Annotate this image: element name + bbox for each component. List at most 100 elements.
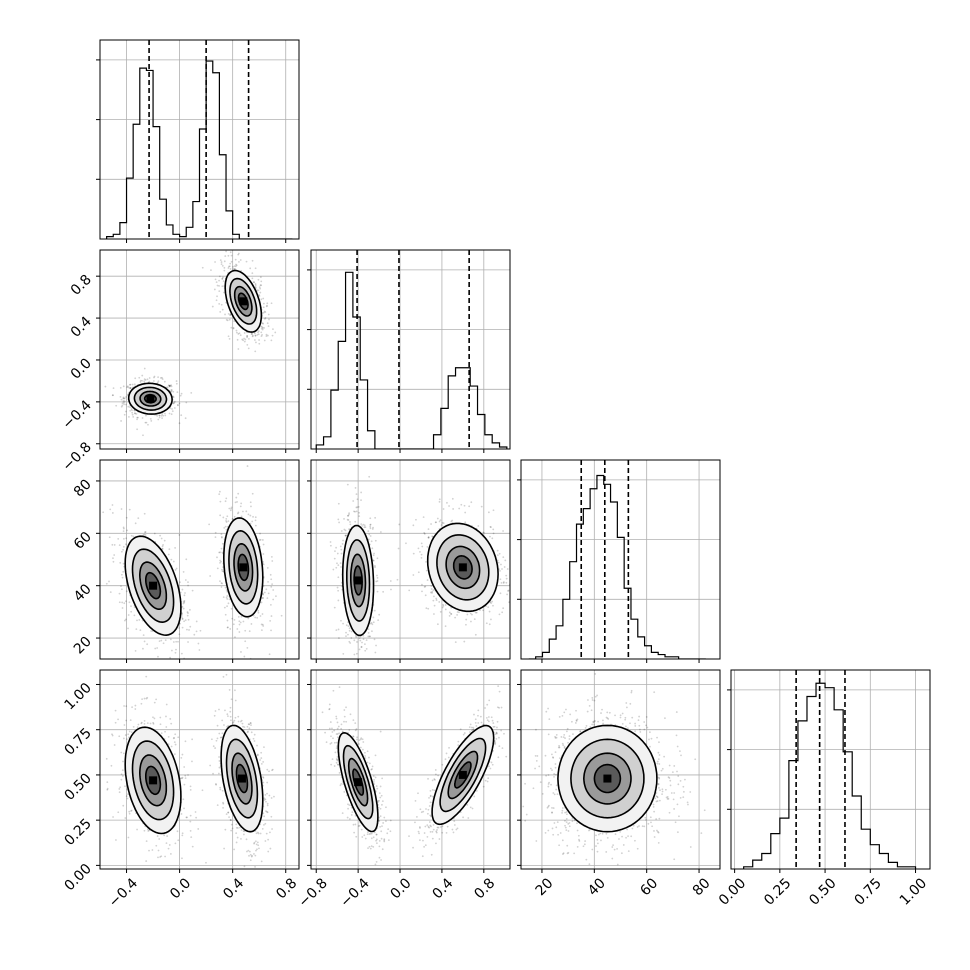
sample-point bbox=[266, 781, 269, 784]
scatter-panel-0-3 bbox=[100, 670, 299, 869]
sample-point bbox=[118, 601, 121, 604]
sample-point bbox=[131, 409, 133, 412]
sample-point bbox=[262, 812, 265, 815]
sample-point bbox=[230, 819, 232, 821]
sample-point bbox=[143, 829, 146, 832]
sample-point bbox=[119, 561, 122, 564]
sample-point bbox=[231, 617, 234, 620]
sample-point bbox=[263, 591, 266, 594]
sample-point bbox=[130, 534, 133, 537]
sample-point bbox=[218, 732, 221, 735]
sample-point bbox=[230, 829, 233, 832]
sample-point bbox=[143, 719, 146, 722]
sample-point bbox=[187, 641, 189, 643]
sample-point bbox=[167, 743, 170, 746]
sample-point bbox=[228, 689, 231, 691]
sample-point bbox=[230, 698, 233, 701]
sample-point bbox=[225, 318, 228, 321]
sample-point bbox=[179, 581, 181, 584]
sample-point bbox=[216, 567, 219, 570]
sample-point bbox=[180, 652, 183, 655]
sample-point bbox=[346, 483, 349, 486]
sample-point bbox=[261, 539, 264, 541]
sample-point bbox=[228, 816, 230, 819]
sample-point bbox=[209, 575, 212, 577]
sample-point bbox=[160, 537, 163, 540]
sample-point bbox=[161, 417, 163, 420]
sample-point bbox=[178, 402, 181, 405]
sample-point bbox=[224, 500, 227, 503]
sample-point bbox=[174, 651, 177, 654]
sample-point bbox=[172, 396, 175, 399]
sample-point bbox=[134, 522, 137, 525]
sample-point bbox=[139, 379, 142, 382]
sample-point bbox=[199, 629, 202, 632]
sample-point bbox=[254, 267, 257, 270]
sample-point bbox=[257, 278, 260, 281]
sample-point bbox=[173, 401, 176, 404]
sample-point bbox=[373, 638, 376, 641]
sample-point bbox=[146, 696, 149, 699]
sample-point bbox=[334, 550, 336, 553]
sample-point bbox=[108, 536, 111, 539]
sample-point bbox=[125, 705, 128, 708]
contour-line bbox=[143, 393, 157, 404]
sample-point bbox=[184, 579, 187, 581]
sample-point bbox=[146, 643, 149, 646]
sample-point bbox=[122, 570, 125, 573]
sample-point bbox=[232, 266, 234, 268]
sample-point bbox=[199, 679, 201, 681]
sample-point bbox=[111, 512, 114, 514]
sample-point bbox=[230, 254, 233, 257]
sample-point bbox=[106, 781, 109, 784]
sample-point bbox=[271, 768, 274, 771]
sample-point bbox=[248, 850, 251, 853]
sample-point bbox=[217, 772, 220, 775]
sample-point bbox=[227, 312, 230, 315]
sample-point bbox=[246, 646, 249, 649]
sample-point bbox=[254, 339, 256, 341]
scatter-panel-0-2 bbox=[97, 460, 299, 681]
sample-point bbox=[172, 395, 175, 398]
sample-point bbox=[229, 313, 232, 316]
sample-point bbox=[158, 838, 161, 840]
sample-point bbox=[205, 861, 207, 864]
sample-point bbox=[238, 623, 241, 626]
sample-point bbox=[213, 714, 216, 717]
sample-point bbox=[164, 855, 166, 858]
sample-point bbox=[256, 744, 258, 747]
density-peak bbox=[149, 581, 158, 590]
sample-point bbox=[220, 586, 223, 588]
sample-point bbox=[230, 260, 233, 263]
sample-point bbox=[171, 410, 174, 413]
sample-point bbox=[343, 528, 346, 531]
sample-point bbox=[256, 616, 259, 619]
sample-point bbox=[187, 612, 189, 615]
sample-point bbox=[220, 533, 223, 536]
sample-point bbox=[230, 507, 233, 510]
contour-line bbox=[220, 724, 264, 833]
sample-point bbox=[224, 313, 226, 316]
sample-point bbox=[239, 259, 242, 261]
contour-line bbox=[222, 517, 264, 618]
sample-point bbox=[221, 542, 224, 545]
sample-point bbox=[220, 547, 223, 550]
sample-point bbox=[165, 715, 167, 718]
sample-point bbox=[182, 602, 185, 605]
sample-point bbox=[180, 756, 183, 759]
sample-point bbox=[257, 832, 260, 835]
sample-point bbox=[262, 297, 265, 300]
sample-point bbox=[134, 650, 137, 652]
sample-point bbox=[216, 295, 218, 298]
contour-line bbox=[138, 561, 168, 611]
sample-point bbox=[216, 284, 219, 287]
sample-point bbox=[133, 383, 136, 386]
sample-point bbox=[231, 722, 234, 724]
sample-point bbox=[135, 628, 138, 630]
sample-point bbox=[97, 580, 99, 582]
sample-point bbox=[185, 401, 188, 404]
sample-point bbox=[271, 560, 274, 562]
sample-point bbox=[240, 651, 242, 653]
sample-point bbox=[374, 664, 376, 666]
sample-point bbox=[191, 589, 194, 592]
